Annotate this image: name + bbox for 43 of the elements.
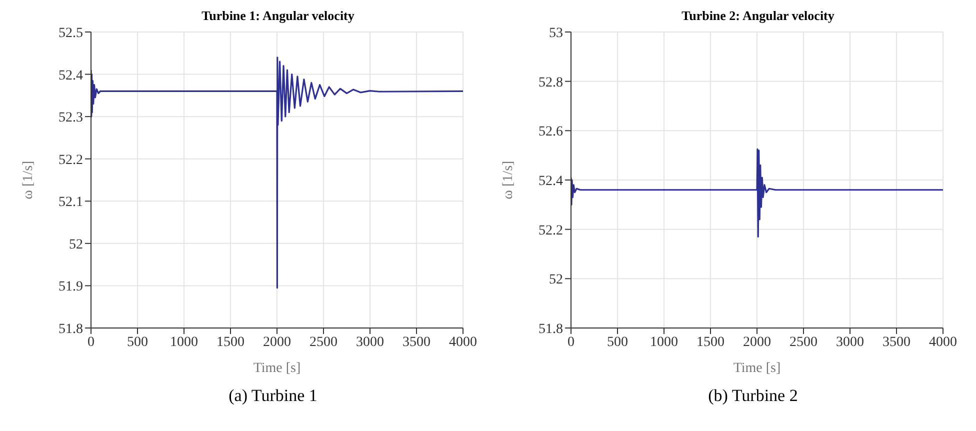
x-tick-label: 1500: [696, 334, 724, 350]
y-tick-label: 52.3: [58, 110, 83, 126]
text: (b) Turbine 2: [708, 386, 798, 406]
y-tick-label: 52.6: [538, 124, 563, 140]
chart-title: Turbine 2: Angular velocity: [682, 8, 834, 25]
y-tick-label: 53: [549, 26, 563, 41]
y-axis-title: ω [1/s]: [20, 160, 36, 200]
x-tick-label: 3500: [882, 334, 910, 350]
x-tick-label: 4000: [449, 334, 477, 350]
text: (a) Turbine 1: [228, 386, 318, 406]
x-tick-label: 1500: [216, 334, 244, 350]
x-tick-label: 0: [568, 334, 574, 350]
x-tick-label: 2500: [310, 334, 338, 350]
x-tick-label: 2000: [263, 334, 291, 350]
x-tick-label: 3000: [836, 334, 864, 350]
y-tick-label: 52.2: [538, 223, 563, 238]
y-tick-label: 52.4: [58, 68, 83, 84]
y-tick-label: 52.1: [58, 195, 83, 210]
line-series: [91, 56, 463, 289]
chart-title: Turbine 1: Angular velocity: [202, 8, 354, 25]
x-axis-title: Time [s]: [253, 361, 301, 376]
x-tick-label: 4000: [929, 334, 957, 350]
x-tick-label: 1000: [170, 334, 198, 350]
y-axis-title: ω [1/s]: [500, 160, 516, 200]
y-tick-label: 52.5: [58, 26, 83, 41]
y-tick-label: 52: [549, 272, 563, 288]
y-tick-label: 51.8: [538, 322, 563, 337]
y-tick-label: 52: [69, 237, 83, 252]
y-tick-label: 51.9: [58, 280, 83, 295]
x-tick-label: 1000: [650, 334, 678, 350]
x-tick-label: 500: [607, 334, 628, 350]
x-tick-label: 2000: [743, 334, 771, 350]
y-tick-label: 52.4: [538, 174, 563, 189]
y-tick-label: 51.8: [58, 322, 83, 337]
x-tick-label: 3000: [356, 334, 384, 350]
x-tick-label: 500: [127, 334, 148, 350]
line-series: [571, 148, 943, 238]
x-tick-label: 3500: [402, 334, 430, 350]
x-axis-title: Time [s]: [733, 361, 781, 376]
y-tick-label: 52.8: [538, 75, 563, 90]
x-tick-label: 2500: [790, 334, 818, 350]
y-tick-label: 52.2: [58, 152, 83, 168]
x-tick-label: 0: [88, 334, 94, 350]
